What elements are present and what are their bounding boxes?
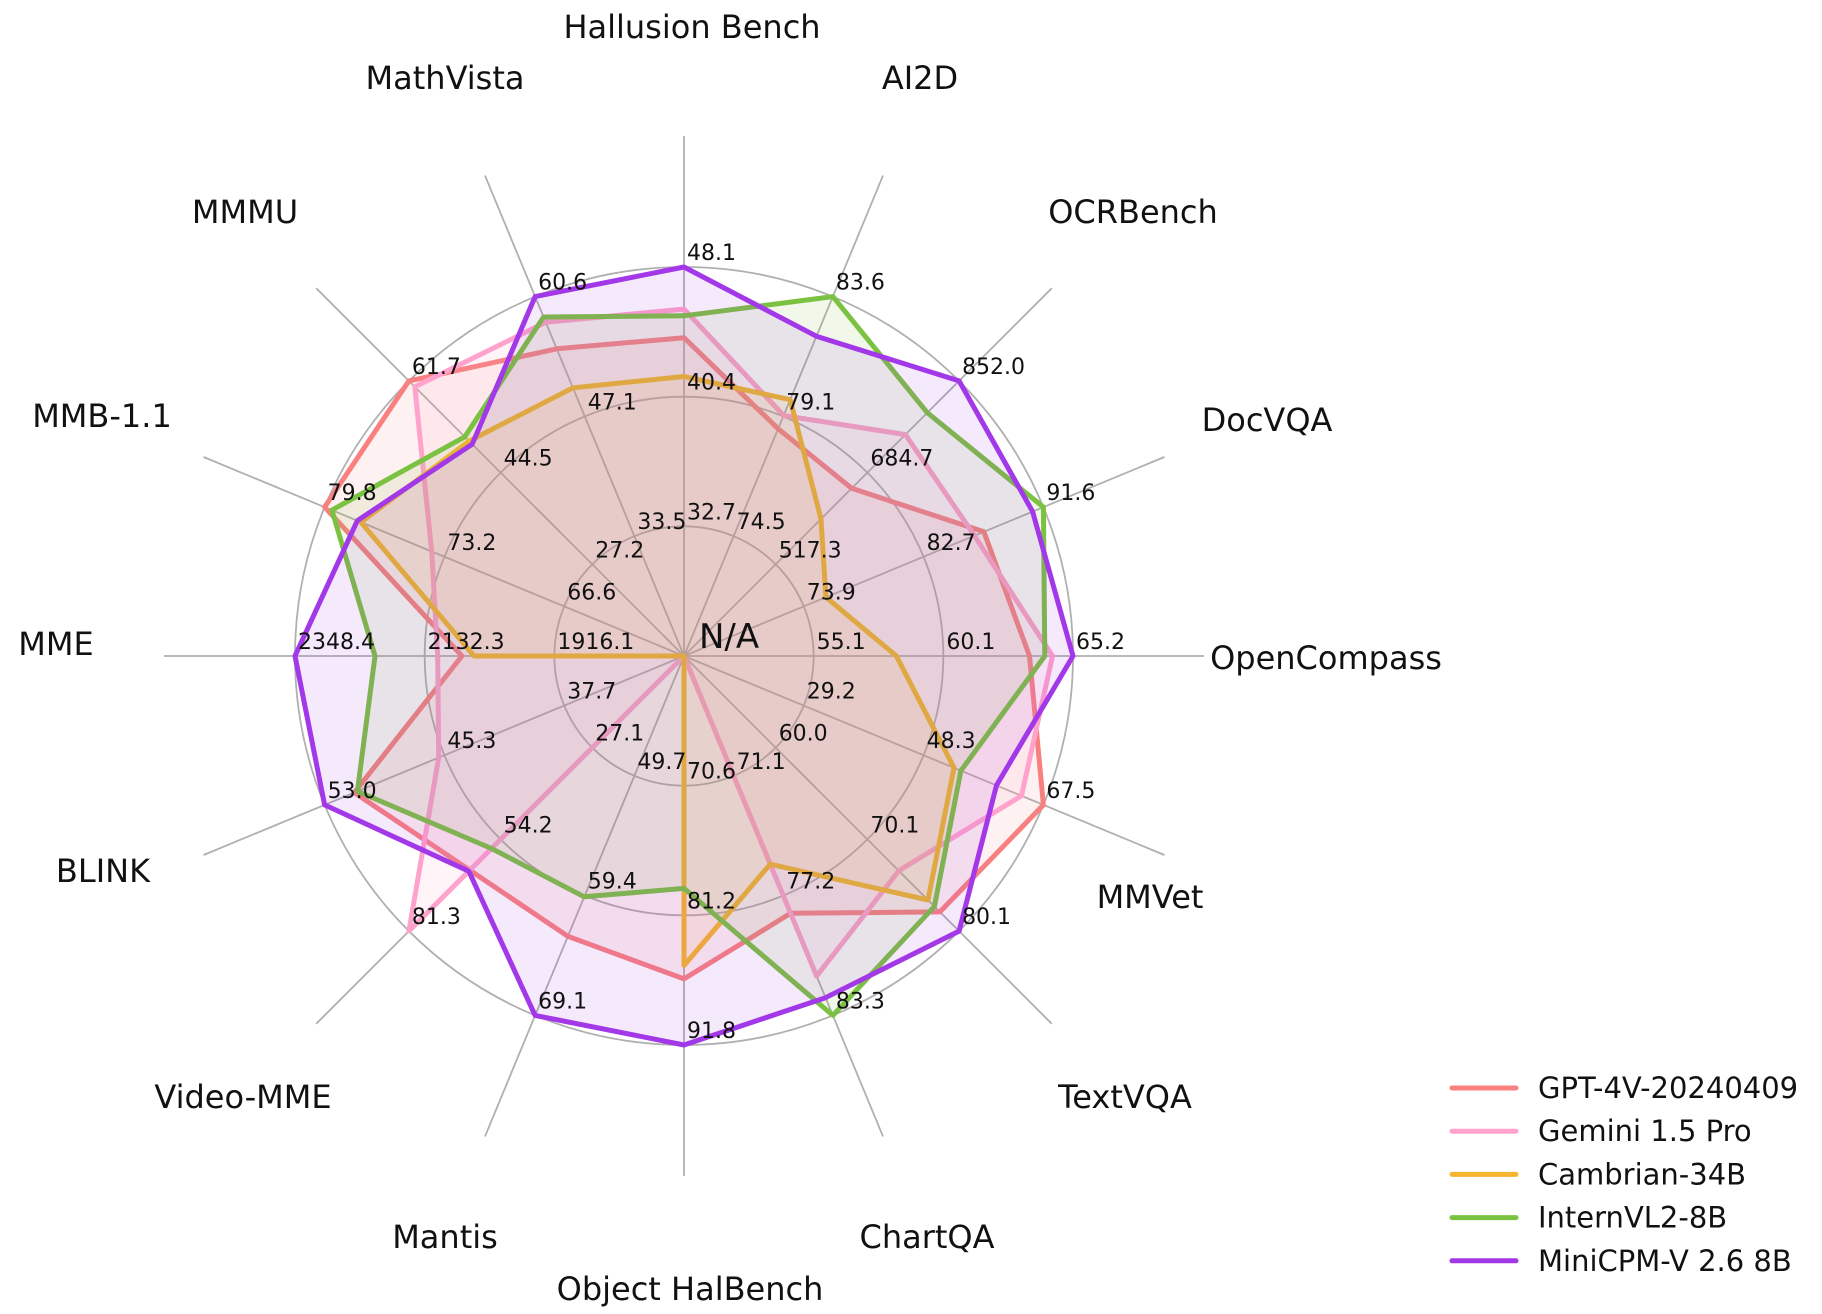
- ring-tick-docvqa-3: 91.6: [1046, 481, 1095, 506]
- ring-tick-object-halbench-3: 91.8: [687, 1019, 736, 1044]
- ring-tick-object-halbench-2: 81.2: [687, 889, 736, 914]
- ring-tick-docvqa-2: 82.7: [927, 531, 976, 556]
- axis-spoke-docvqa: [683, 456, 1165, 657]
- ring-tick-mmvet-2: 48.3: [927, 729, 976, 754]
- ring-tick-mmmu-2: 44.5: [504, 447, 553, 472]
- ring-tick-hallusion-bench-1: 32.7: [687, 500, 736, 525]
- ring-tick-mathvista-1: 33.5: [637, 510, 686, 535]
- ring-tick-hallusion-bench-3: 48.1: [687, 241, 736, 266]
- ring-tick-ai2d-2: 79.1: [786, 390, 835, 415]
- axis-spoke-blink: [203, 655, 685, 856]
- ring-tick-ai2d-3: 83.6: [836, 271, 885, 296]
- axis-spoke-mmvet: [683, 655, 1165, 856]
- center-na-label: N/A: [699, 617, 759, 657]
- legend-label-gpt-4v-20240409: GPT-4V-20240409: [1538, 1071, 1798, 1105]
- ring-tick-object-halbench-1: 70.6: [687, 760, 736, 785]
- ring-tick-mantis-3: 69.1: [538, 989, 587, 1014]
- ring-tick-mmb-1-1-3: 79.8: [328, 481, 377, 506]
- series-fill-minicpm-v-2-6-8b: [295, 267, 1073, 1045]
- series-outline-gpt-4v-20240409: [322, 335, 1046, 982]
- axis-title-video-mme: Video-MME: [154, 1078, 331, 1116]
- ring-tick-blink-3: 53.0: [328, 779, 377, 804]
- legend-label-minicpm-v-2-6-8b: MiniCPM-V 2.6 8B: [1538, 1244, 1792, 1278]
- ring-tick-mantis-1: 49.7: [637, 750, 686, 775]
- ring-tick-textvqa-2: 70.1: [870, 813, 919, 838]
- ring-tick-mme-3: 2348.4: [298, 630, 375, 655]
- series-fill-gemini-1-5-pro: [408, 309, 1053, 977]
- ring-tick-mmmu-1: 27.2: [595, 538, 644, 563]
- ring-tick-mathvista-2: 47.1: [588, 390, 637, 415]
- ring-tick-opencompass-2: 60.1: [946, 630, 995, 655]
- ring-tick-blink-2: 45.3: [447, 729, 496, 754]
- ring-tick-ocrbench-2: 684.7: [870, 447, 933, 472]
- legend-label-internvl2-8b: InternVL2-8B: [1538, 1201, 1727, 1235]
- ring-tick-mmb-1-1-1: 66.6: [567, 580, 616, 605]
- ring-tick-opencompass-1: 55.1: [817, 630, 866, 655]
- series-outline-internvl2-8b: [329, 294, 1048, 1018]
- ring-tick-ocrbench-1: 517.3: [779, 538, 842, 563]
- ring-tick-hallusion-bench-2: 40.4: [687, 371, 736, 396]
- axis-title-mme: MME: [18, 625, 93, 663]
- axis-title-mathvista: MathVista: [366, 59, 525, 97]
- ring-tick-video-mme-2: 54.2: [504, 813, 553, 838]
- ring-tick-textvqa-1: 60.0: [779, 722, 828, 747]
- series-fill-cambrian-34b: [360, 376, 954, 966]
- ring-tick-mme-1: 1916.1: [557, 630, 634, 655]
- axis-spoke-mathvista: [484, 175, 685, 657]
- ring-tick-chartqa-3: 83.3: [836, 989, 885, 1014]
- ring-tick-mme-2: 2132.3: [428, 630, 505, 655]
- ring-tick-textvqa-3: 80.1: [962, 905, 1011, 930]
- ring-tick-mmmu-3: 61.7: [412, 355, 461, 380]
- axis-title-chartqa: ChartQA: [859, 1218, 994, 1256]
- axis-title-mmb-1-1: MMB-1.1: [32, 397, 172, 435]
- ring-tick-blink-1: 37.7: [567, 680, 616, 705]
- series-outline-gemini-1-5-pro: [406, 306, 1055, 979]
- axis-title-opencompass: OpenCompass: [1210, 639, 1442, 677]
- ring-tick-ocrbench-3: 852.0: [962, 355, 1025, 380]
- ring-tick-ai2d-1: 74.5: [737, 510, 786, 535]
- axis-spoke-mmb-1-1: [203, 456, 685, 657]
- ring-tick-video-mme-1: 27.1: [595, 722, 644, 747]
- ring-tick-mathvista-3: 60.6: [538, 271, 587, 296]
- ring-tick-opencompass-3: 65.2: [1076, 630, 1125, 655]
- axis-title-mmmu: MMMU: [192, 193, 298, 231]
- ring-tick-chartqa-2: 77.2: [786, 870, 835, 895]
- ring-tick-chartqa-1: 71.1: [737, 750, 786, 775]
- ring-tick-mantis-2: 59.4: [588, 870, 637, 895]
- axis-title-hallusion-bench: Hallusion Bench: [563, 8, 820, 46]
- axis-title-mantis: Mantis: [392, 1218, 498, 1256]
- axis-spoke-mmmu: [315, 287, 685, 657]
- series-outline-minicpm-v-2-6-8b: [292, 264, 1076, 1048]
- axis-spoke-ocrbench: [683, 287, 1053, 657]
- axis-title-docvqa: DocVQA: [1202, 401, 1333, 439]
- axis-title-object-halbench: Object HalBench: [557, 1270, 824, 1308]
- series-fill-internvl2-8b: [331, 296, 1045, 1016]
- ring-tick-mmvet-1: 29.2: [807, 680, 856, 705]
- ring-tick-mmvet-3: 67.5: [1046, 779, 1095, 804]
- legend-label-cambrian-34b: Cambrian-34B: [1538, 1157, 1746, 1191]
- axis-title-mmvet: MMVet: [1097, 878, 1204, 916]
- ring-tick-docvqa-1: 73.9: [807, 580, 856, 605]
- ring-tick-mmb-1-1-2: 73.2: [447, 531, 496, 556]
- axis-title-blink: BLINK: [56, 852, 151, 890]
- ring-tick-video-mme-3: 81.3: [412, 905, 461, 930]
- legend-label-gemini-1-5-pro: Gemini 1.5 Pro: [1538, 1114, 1752, 1148]
- axis-title-ai2d: AI2D: [882, 59, 958, 97]
- axis-spoke-textvqa: [683, 655, 1053, 1025]
- axis-title-ocrbench: OCRBench: [1048, 193, 1218, 231]
- axis-title-textvqa: TextVQA: [1057, 1078, 1192, 1116]
